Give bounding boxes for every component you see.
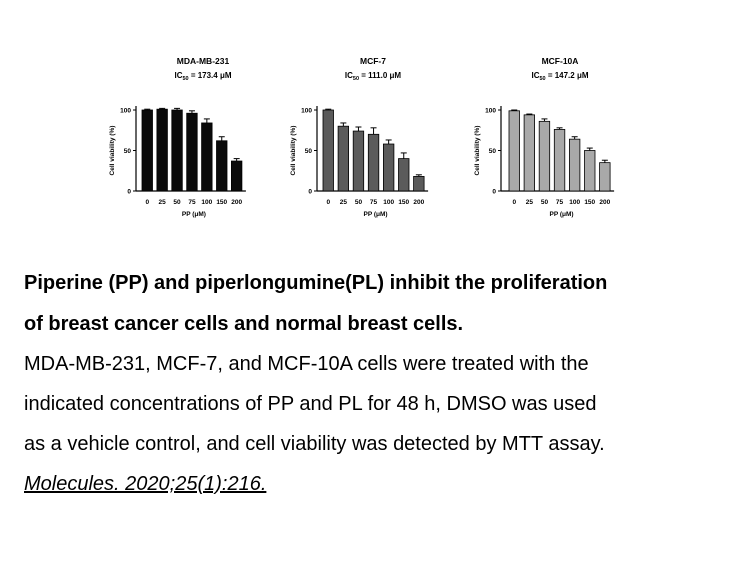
chart-subtitle: IC50 = 147.2 μM xyxy=(531,71,588,82)
bar xyxy=(508,110,520,192)
x-axis-label: PP (μM) xyxy=(182,211,206,218)
x-tick-label: 50 xyxy=(355,199,363,206)
chart-subtitle: IC50 = 111.0 μM xyxy=(345,71,401,82)
x-tick-label: 75 xyxy=(556,199,564,206)
x-tick-label: 200 xyxy=(231,199,242,206)
x-tick-label: 75 xyxy=(188,199,196,206)
bar xyxy=(201,122,213,192)
bar xyxy=(398,158,410,192)
bar xyxy=(413,176,425,192)
y-tick-label: 50 xyxy=(305,148,313,155)
x-tick-label: 0 xyxy=(512,199,516,206)
x-tick-label: 100 xyxy=(569,199,580,206)
chart-title: MCF-10A xyxy=(542,56,579,66)
x-axis-label: PP (μM) xyxy=(364,211,388,218)
x-tick-label: 25 xyxy=(159,199,167,206)
subtitle-suffix: = 111.0 μM xyxy=(359,71,401,80)
caption-title-line-2: of breast cancer cells and normal breast… xyxy=(24,313,464,335)
bar xyxy=(156,108,168,192)
bar xyxy=(599,162,611,192)
bar xyxy=(171,109,183,192)
x-tick-label: 0 xyxy=(145,199,149,206)
y-tick-label: 0 xyxy=(127,189,131,196)
x-tick-label: 25 xyxy=(340,199,348,206)
bar xyxy=(523,114,535,192)
bar xyxy=(367,133,380,192)
bar xyxy=(569,138,581,192)
subtitle-suffix: = 147.2 μM xyxy=(546,71,589,80)
subtitle-prefix: IC xyxy=(345,71,353,80)
subtitle-subscript: 50 xyxy=(182,76,188,82)
bar xyxy=(322,109,334,192)
x-tick-label: 75 xyxy=(370,199,378,206)
subtitle-suffix: = 173.4 μM xyxy=(189,71,232,80)
y-tick-label: 50 xyxy=(124,148,132,155)
bar xyxy=(584,150,596,192)
caption-body-line-3: as a vehicle control, and cell viability… xyxy=(24,433,605,455)
bar xyxy=(141,109,153,192)
y-axis-label: Cell viability (%) xyxy=(474,126,481,176)
subtitle-subscript: 50 xyxy=(353,76,359,82)
bar xyxy=(382,143,395,192)
bar xyxy=(337,125,350,192)
x-tick-label: 100 xyxy=(201,199,212,206)
x-tick-label: 150 xyxy=(398,199,409,206)
x-tick-label: 50 xyxy=(173,199,181,206)
x-tick-label: 50 xyxy=(541,199,549,206)
x-tick-label: 0 xyxy=(326,199,330,206)
bar xyxy=(553,129,566,192)
y-tick-label: 0 xyxy=(492,189,496,196)
subtitle-subscript: 50 xyxy=(539,76,545,82)
bar xyxy=(230,160,243,192)
bar xyxy=(186,112,198,192)
x-tick-label: 150 xyxy=(584,199,595,206)
bar xyxy=(352,130,365,192)
chart-title: MCF-7 xyxy=(360,56,386,66)
x-tick-label: 25 xyxy=(526,199,534,206)
bar xyxy=(216,140,228,192)
caption-body-line-1: MDA-MB-231, MCF-7, and MCF-10A cells wer… xyxy=(24,353,589,375)
y-tick-label: 50 xyxy=(489,148,497,155)
x-axis-label: PP (μM) xyxy=(550,211,574,218)
y-tick-label: 100 xyxy=(120,108,131,115)
subtitle-prefix: IC xyxy=(174,71,182,80)
chart-title: MDA-MB-231 xyxy=(177,56,230,66)
x-tick-label: 100 xyxy=(383,199,394,206)
y-tick-label: 0 xyxy=(308,189,312,196)
y-axis-label: Cell viability (%) xyxy=(290,126,297,176)
caption-body-line-2: indicated concentrations of PP and PL fo… xyxy=(24,393,597,415)
chart-subtitle: IC50 = 173.4 μM xyxy=(174,71,231,82)
bar xyxy=(538,120,551,192)
x-tick-label: 150 xyxy=(216,199,227,206)
subtitle-prefix: IC xyxy=(531,71,539,80)
y-tick-label: 100 xyxy=(485,108,496,115)
x-tick-label: 200 xyxy=(599,199,610,206)
y-axis-label: Cell viability (%) xyxy=(109,126,116,176)
x-tick-label: 200 xyxy=(413,199,424,206)
caption-title-line-1: Piperine (PP) and piperlongumine(PL) inh… xyxy=(24,272,608,294)
citation-link[interactable]: Molecules. 2020;25(1):216. xyxy=(24,473,267,495)
y-tick-label: 100 xyxy=(301,108,312,115)
